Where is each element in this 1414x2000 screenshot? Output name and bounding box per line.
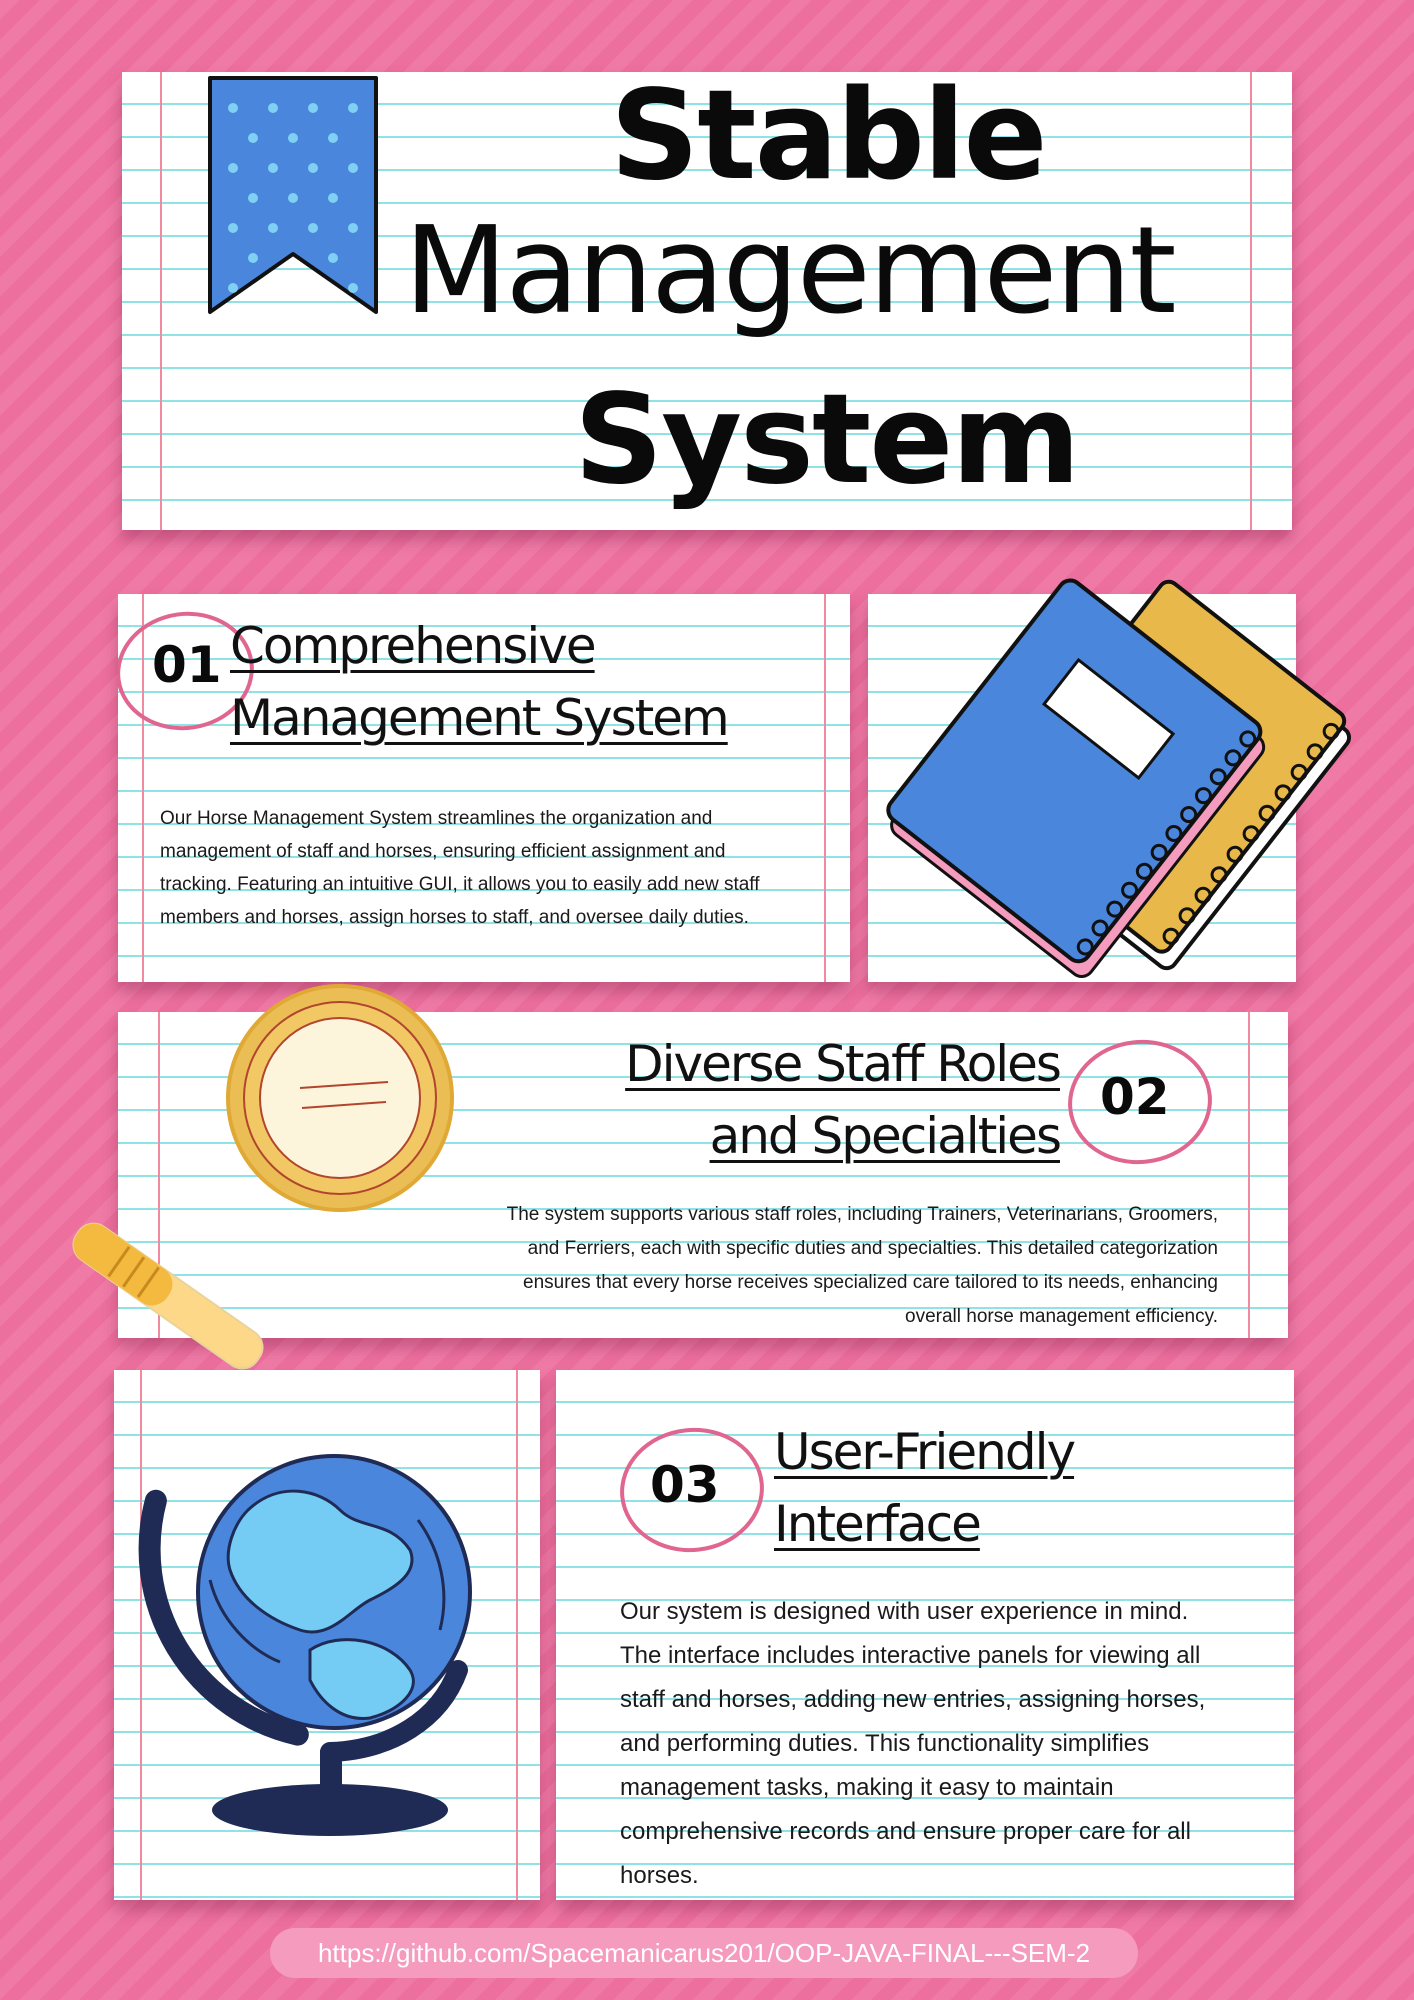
section-03-number: 03 <box>650 1456 720 1514</box>
bookmark-icon <box>208 76 378 314</box>
globe-icon <box>138 1454 472 1836</box>
section-01-body: Our Horse Management System streamlines … <box>160 808 760 928</box>
section-01-card: 01 Comprehensive Management System Our H… <box>118 594 850 982</box>
section-02-heading-line-1: Diverse Staff Roles <box>625 1035 1062 1093</box>
section-01-heading-line-2: Management System <box>230 689 730 747</box>
title-line-3: System <box>574 368 1081 512</box>
section-02-heading-line-2: and Specialties <box>709 1107 1062 1165</box>
title-line-1: Stable <box>610 72 1048 208</box>
section-03-body: Our system is designed with user experie… <box>620 1598 1206 1889</box>
section-01-heading: Comprehensive Management System <box>230 610 730 754</box>
magnifying-glass-icon <box>72 984 454 1370</box>
section-01-number: 01 <box>152 636 222 694</box>
section-02-number: 02 <box>1100 1068 1170 1126</box>
section-02-heading: Diverse Staff Roles and Specialties <box>625 1028 1062 1172</box>
section-01-heading-line-1: Comprehensive <box>230 617 597 675</box>
section-02-body: The system supports various staff roles,… <box>506 1204 1218 1327</box>
section-03-heading-line-2: Interface <box>774 1495 982 1553</box>
section-03-heading-line-1: User-Friendly <box>774 1423 1076 1481</box>
github-link[interactable]: https://github.com/Spacemanicarus201/OOP… <box>270 1928 1138 1978</box>
section-03-heading: User-Friendly Interface <box>774 1416 1076 1560</box>
notebooks-icon <box>886 578 1352 978</box>
section-03-card: 03 User-Friendly Interface Our system is… <box>556 1370 1294 1900</box>
title-card: Stable Management System <box>122 72 1292 530</box>
title-line-2: Management <box>404 202 1176 341</box>
